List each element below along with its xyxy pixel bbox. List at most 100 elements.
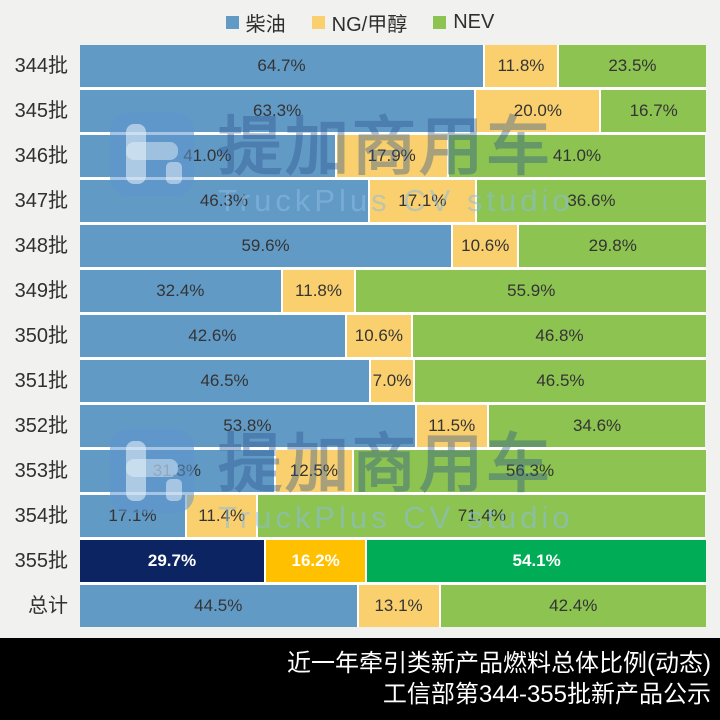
legend-swatch-icon xyxy=(433,16,447,29)
bar-segment-柴油: 29.7% xyxy=(80,540,266,582)
bar-segment-NG/甲醇: 17.9% xyxy=(336,135,449,177)
bar-segment-NG/甲醇: 13.1% xyxy=(358,585,441,627)
legend-item-柴油: 柴油 xyxy=(225,8,286,37)
segment-value-label: 11.4% xyxy=(198,506,246,525)
bar-segment-柴油: 31.3% xyxy=(80,450,276,492)
segment-value-label: 42.4% xyxy=(549,596,598,615)
bar-segment-NG/甲醇: 17.1% xyxy=(369,180,477,222)
category-label: 352批 xyxy=(14,415,68,437)
bar-segment-NG/甲醇: 10.6% xyxy=(453,225,520,267)
segment-value-label: 71.4% xyxy=(457,506,506,525)
segment-value-label: 36.6% xyxy=(567,191,616,210)
stacked-bar-chart: 344批 64.7% 11.8% 23.5% 345批 63.3% 20.0% 16.7% 34… xyxy=(0,45,720,630)
bar-segment-NEV: 56.3% xyxy=(353,450,706,492)
caption-footer: 近一年牵引类新产品燃料总体比例(动态) 工信部第344-355批新产品公示 xyxy=(0,638,720,720)
chart-legend: 柴油 NG/甲醇 NEV xyxy=(0,0,720,45)
segment-value-label: 53.8% xyxy=(223,416,272,435)
bar-row-总计: 总计 44.5% 13.1% 42.4% xyxy=(0,585,720,630)
legend-item-NEV: NEV xyxy=(433,11,494,34)
category-label: 总计 xyxy=(28,595,68,617)
category-label: 353批 xyxy=(14,460,68,482)
segment-value-label: 29.7% xyxy=(147,551,197,570)
bar-segment-NG/甲醇: 10.6% xyxy=(346,315,414,357)
category-label: 347批 xyxy=(14,190,68,212)
segment-value-label: 46.8% xyxy=(535,326,584,345)
bar-track: 63.3% 20.0% 16.7% xyxy=(80,90,706,135)
segment-value-label: 64.7% xyxy=(257,56,306,75)
bar-track: 46.5% 7.0% 46.5% xyxy=(80,360,706,405)
segment-value-label: 23.5% xyxy=(608,56,657,75)
bar-segment-柴油: 17.1% xyxy=(80,495,188,537)
bar-segment-NEV: 46.5% xyxy=(414,360,706,402)
bar-track: 59.6% 10.6% 29.8% xyxy=(80,225,706,270)
bar-segment-NEV: 54.1% xyxy=(367,540,706,582)
bar-segment-柴油: 46.5% xyxy=(80,360,372,402)
bar-segment-NG/甲醇: 12.5% xyxy=(275,450,354,492)
category-label: 355批 xyxy=(14,550,68,572)
segment-value-label: 13.1% xyxy=(374,596,423,615)
bar-row-344批: 344批 64.7% 11.8% 23.5% xyxy=(0,45,720,90)
bar-segment-柴油: 46.3% xyxy=(80,180,370,222)
bar-track: 42.6% 10.6% 46.8% xyxy=(80,315,706,360)
legend-label: NG/甲醇 xyxy=(331,14,408,36)
category-label: 349批 xyxy=(14,280,68,302)
bar-segment-NG/甲醇: 11.4% xyxy=(187,495,259,537)
segment-value-label: 11.8% xyxy=(295,281,342,300)
segment-value-label: 46.3% xyxy=(199,191,249,210)
bar-segment-NEV: 55.9% xyxy=(356,270,707,312)
category-label: 344批 xyxy=(14,55,68,77)
bar-segment-柴油: 42.6% xyxy=(80,315,347,357)
legend-item-NG/甲醇: NG/甲醇 xyxy=(311,8,408,37)
bar-track: 53.8% 11.5% 34.6% xyxy=(80,405,706,450)
bar-segment-NG/甲醇: 20.0% xyxy=(476,90,602,132)
segment-value-label: 55.9% xyxy=(507,281,556,300)
segment-value-label: 31.3% xyxy=(152,461,201,480)
bar-segment-柴油: 41.0% xyxy=(80,135,337,177)
segment-value-label: 42.6% xyxy=(188,326,237,345)
bar-segment-NEV: 34.6% xyxy=(488,405,706,447)
bar-segment-NEV: 46.8% xyxy=(413,315,706,357)
bar-track: 29.7% 16.2% 54.1% xyxy=(80,540,706,585)
segment-value-label: 17.9% xyxy=(367,146,416,165)
bar-row-354批: 354批 17.1% 11.4% 71.4% xyxy=(0,495,720,540)
bar-track: 31.3% 12.5% 56.3% xyxy=(80,450,706,495)
bar-segment-柴油: 32.4% xyxy=(80,270,283,312)
bar-row-347批: 347批 46.3% 17.1% 36.6% xyxy=(0,180,720,225)
segment-value-label: 11.8% xyxy=(497,56,545,75)
category-label: 351批 xyxy=(14,370,68,392)
segment-value-label: 54.1% xyxy=(512,551,561,570)
bar-track: 41.0% 17.9% 41.0% xyxy=(80,135,706,180)
segment-value-label: 34.6% xyxy=(572,416,622,435)
segment-value-label: 17.1% xyxy=(398,191,447,210)
bar-track: 64.7% 11.8% 23.5% xyxy=(80,45,706,90)
bar-row-350批: 350批 42.6% 10.6% 46.8% xyxy=(0,315,720,360)
category-label: 354批 xyxy=(14,505,68,527)
bar-track: 46.3% 17.1% 36.6% xyxy=(80,180,706,225)
segment-value-label: 11.5% xyxy=(428,416,476,435)
bar-row-345批: 345批 63.3% 20.0% 16.7% xyxy=(0,90,720,135)
category-label: 345批 xyxy=(14,100,68,122)
bar-segment-NG/甲醇: 7.0% xyxy=(371,360,415,402)
category-label: 346批 xyxy=(14,145,68,167)
bar-segment-NG/甲醇: 11.5% xyxy=(416,405,489,447)
bar-segment-NEV: 16.7% xyxy=(601,90,706,132)
bar-segment-NG/甲醇: 16.2% xyxy=(265,540,368,582)
segment-value-label: 41.0% xyxy=(183,146,232,165)
segment-value-label: 46.5% xyxy=(200,371,249,390)
legend-label: NEV xyxy=(453,11,495,33)
bar-row-348批: 348批 59.6% 10.6% 29.8% xyxy=(0,225,720,270)
legend-swatch-icon xyxy=(311,16,325,29)
legend-label: 柴油 xyxy=(245,14,286,36)
segment-value-label: 7.0% xyxy=(372,371,412,390)
bar-row-346批: 346批 41.0% 17.9% 41.0% xyxy=(0,135,720,180)
category-label: 350批 xyxy=(14,325,68,347)
bar-segment-柴油: 64.7% xyxy=(80,45,486,87)
segment-value-label: 10.6% xyxy=(354,326,403,345)
segment-value-label: 10.6% xyxy=(461,236,510,255)
bar-segment-柴油: 53.8% xyxy=(80,405,417,447)
bar-segment-NEV: 29.8% xyxy=(519,225,706,267)
caption-line-2: 工信部第344-355批新产品公示 xyxy=(382,680,711,708)
bar-row-352批: 352批 53.8% 11.5% 34.6% xyxy=(0,405,720,450)
bar-row-351批: 351批 46.5% 7.0% 46.5% xyxy=(0,360,720,405)
bar-row-355批: 355批 29.7% 16.2% 54.1% xyxy=(0,540,720,585)
